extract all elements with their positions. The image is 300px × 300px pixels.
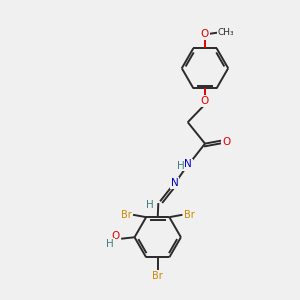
Text: H: H <box>177 160 185 171</box>
Text: N: N <box>171 178 178 188</box>
Text: H: H <box>146 200 154 210</box>
Text: H: H <box>106 239 114 249</box>
Text: Br: Br <box>184 210 195 220</box>
Text: O: O <box>222 137 230 147</box>
Text: O: O <box>201 29 209 39</box>
Text: CH₃: CH₃ <box>218 28 234 37</box>
Text: O: O <box>201 96 209 106</box>
Text: Br: Br <box>152 271 163 281</box>
Text: Br: Br <box>121 210 132 220</box>
Text: N: N <box>184 159 192 170</box>
Text: O: O <box>111 231 119 242</box>
